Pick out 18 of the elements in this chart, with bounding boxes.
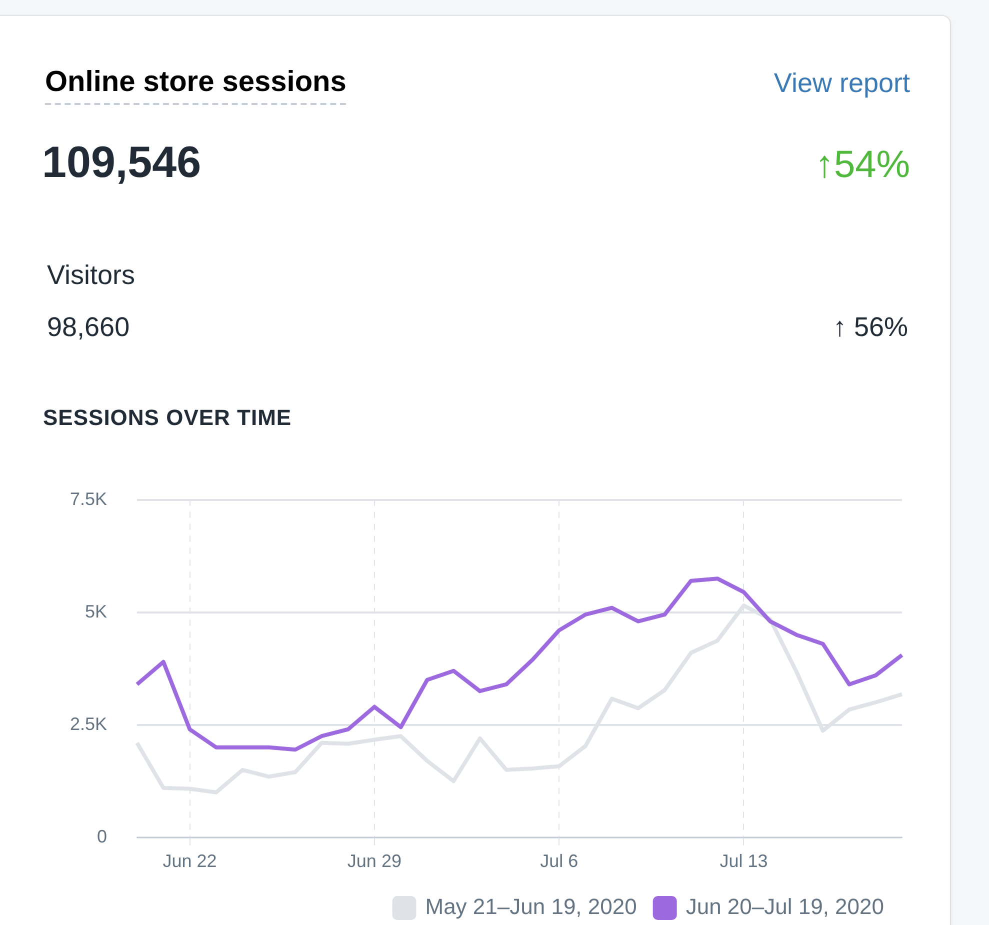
y-tick-label: 5K bbox=[84, 601, 108, 622]
text: ↑54% bbox=[814, 144, 910, 187]
text: Visitors bbox=[47, 260, 136, 291]
text: 109,546 bbox=[42, 138, 202, 188]
text: ↑ 56% bbox=[832, 312, 908, 343]
x-tick-label: Jul 6 bbox=[540, 851, 578, 872]
x-tick-label: Jul 13 bbox=[720, 851, 768, 872]
chart-title: Online store sessions bbox=[45, 66, 346, 105]
y-tick-label: 0 bbox=[97, 826, 108, 846]
chart-subtitle: SESSIONS OVER TIME bbox=[43, 405, 292, 431]
x-tick-label: Jun 22 bbox=[162, 851, 217, 872]
text: View report bbox=[774, 68, 910, 99]
x-tick-label: Jun 29 bbox=[347, 851, 402, 872]
y-tick-label: 2.5K bbox=[70, 714, 108, 734]
legend-label: Jun 20–Jul 19, 2020 bbox=[686, 894, 884, 920]
legend-label: May 21–Jun 19, 2020 bbox=[425, 894, 637, 920]
text: 98,660 bbox=[47, 312, 130, 343]
y-tick-label: 7.5K bbox=[70, 488, 108, 509]
